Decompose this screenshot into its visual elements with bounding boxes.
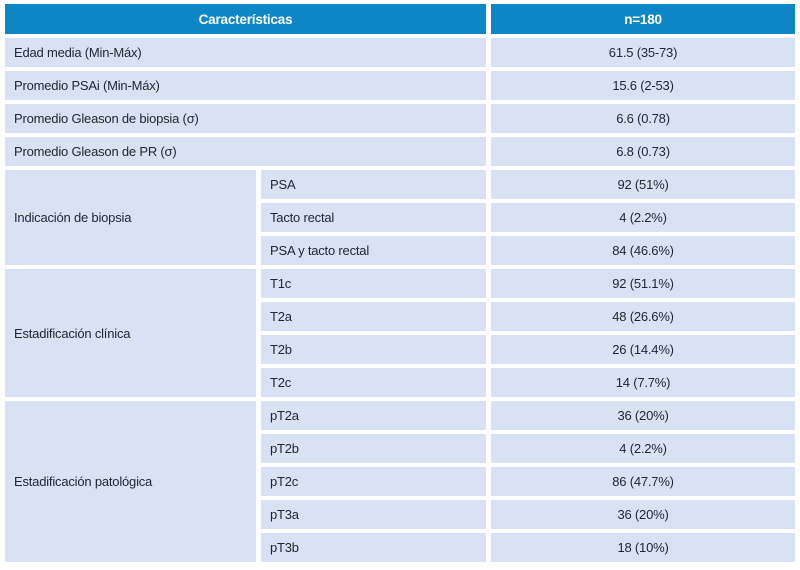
sub-label: T2a bbox=[261, 302, 487, 331]
row-value: 18 (10%) bbox=[491, 533, 796, 562]
row-value: 14 (7.7%) bbox=[491, 368, 796, 397]
row-value: 15.6 (2-53) bbox=[491, 71, 796, 100]
header-cell-n: n=180 bbox=[491, 4, 796, 34]
group-label-estadificacion-patologica: Estadificación patológica bbox=[5, 401, 256, 562]
table-row-clinica-t2c: T2c 14 (7.7%) bbox=[5, 368, 796, 397]
row-value: 4 (2.2%) bbox=[491, 434, 796, 463]
row-label: Promedio PSAi (Min-Máx) bbox=[5, 71, 487, 100]
header-cell-caracteristicas: Características bbox=[5, 4, 487, 34]
row-value: 84 (46.6%) bbox=[491, 236, 796, 265]
sub-label: T2c bbox=[261, 368, 487, 397]
table-row-patologica-pt2a: Estadificación patológica pT2a 36 (20%) bbox=[5, 401, 796, 562]
sub-label: pT2b bbox=[261, 434, 487, 463]
table-row-indicacion-psa-tacto: PSA y tacto rectal 84 (46.6%) bbox=[5, 236, 796, 265]
row-value: 6.8 (0.73) bbox=[491, 137, 796, 166]
row-value: 36 (20%) bbox=[491, 500, 796, 529]
sub-label: pT2a bbox=[261, 401, 487, 430]
sub-label: pT3b bbox=[261, 533, 487, 562]
table-row-indicacion-tacto: Tacto rectal 4 (2.2%) bbox=[5, 203, 796, 232]
group-label-estadificacion-clinica: Estadificación clínica bbox=[5, 269, 256, 397]
sub-label: PSA bbox=[261, 170, 487, 199]
table-row-edad-media: Edad media (Min-Máx) 61.5 (35-73) bbox=[5, 38, 796, 67]
sub-label: T1c bbox=[261, 269, 487, 298]
table-row-clinica-t2b: T2b 26 (14.4%) bbox=[5, 335, 796, 364]
row-value: 26 (14.4%) bbox=[491, 335, 796, 364]
row-label: Edad media (Min-Máx) bbox=[5, 38, 487, 67]
table-row-clinica-t1c: Estadificación clínica T1c 92 (51.1%) bbox=[5, 269, 796, 397]
table-row-psai: Promedio PSAi (Min-Máx) 15.6 (2-53) bbox=[5, 71, 796, 100]
sub-label: pT3a bbox=[261, 500, 487, 529]
sub-label: PSA y tacto rectal bbox=[261, 236, 487, 265]
table-row-patologica-pt2b: pT2b 4 (2.2%) bbox=[5, 434, 796, 463]
table-header-row: Características n=180 bbox=[5, 4, 796, 34]
table-row-gleason-pr: Promedio Gleason de PR (σ) 6.8 (0.73) bbox=[5, 137, 796, 166]
row-value: 92 (51%) bbox=[491, 170, 796, 199]
table-row-gleason-biopsia: Promedio Gleason de biopsia (σ) 6.6 (0.7… bbox=[5, 104, 796, 133]
row-label: Promedio Gleason de biopsia (σ) bbox=[5, 104, 487, 133]
row-value: 4 (2.2%) bbox=[491, 203, 796, 232]
table-row-patologica-pt2c: pT2c 86 (47.7%) bbox=[5, 467, 796, 496]
row-value: 36 (20%) bbox=[491, 401, 796, 430]
row-value: 86 (47.7%) bbox=[491, 467, 796, 496]
row-value: 61.5 (35-73) bbox=[491, 38, 796, 67]
sub-label: pT2c bbox=[261, 467, 487, 496]
table-row-clinica-t2a: T2a 48 (26.6%) bbox=[5, 302, 796, 331]
table-row-patologica-pt3b: pT3b 18 (10%) bbox=[5, 533, 796, 562]
row-value: 6.6 (0.78) bbox=[491, 104, 796, 133]
table-row-patologica-pt3a: pT3a 36 (20%) bbox=[5, 500, 796, 529]
table-row-indicacion-psa: Indicación de biopsia PSA 92 (51%) bbox=[5, 170, 796, 265]
sub-label: Tacto rectal bbox=[261, 203, 487, 232]
row-value: 48 (26.6%) bbox=[491, 302, 796, 331]
row-label: Promedio Gleason de PR (σ) bbox=[5, 137, 487, 166]
sub-label: T2b bbox=[261, 335, 487, 364]
group-label-indicacion-biopsia: Indicación de biopsia bbox=[5, 170, 256, 265]
row-value: 92 (51.1%) bbox=[491, 269, 796, 298]
